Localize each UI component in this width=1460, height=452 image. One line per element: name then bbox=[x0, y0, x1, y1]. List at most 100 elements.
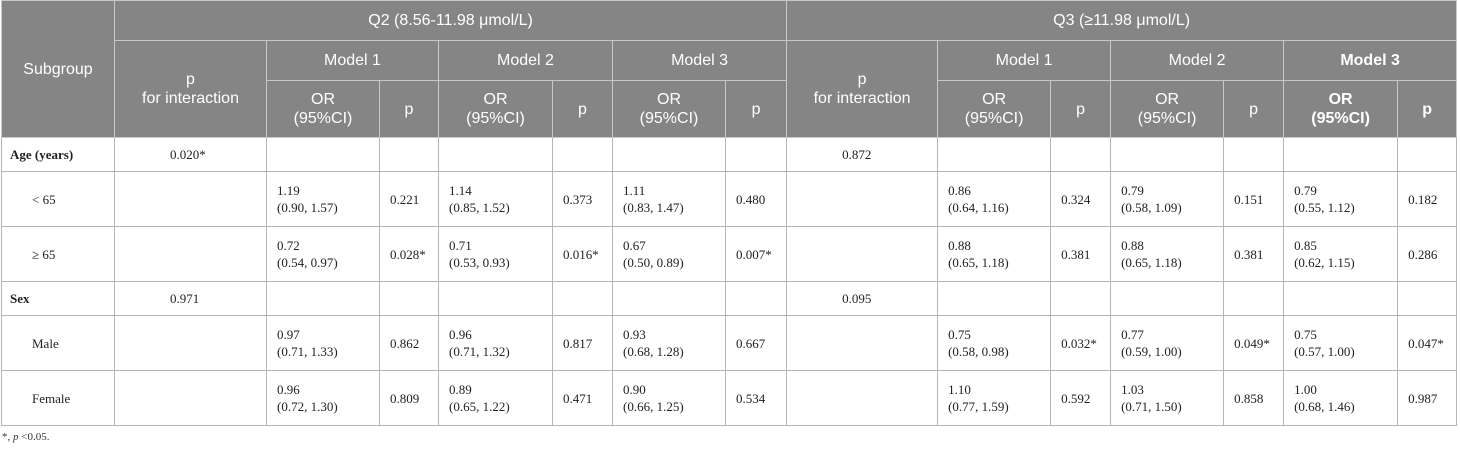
model-header: Model 3 bbox=[611, 40, 788, 81]
header-line: (95%CI) bbox=[1311, 110, 1370, 127]
ci-value: (0.62, 1.15) bbox=[1294, 255, 1355, 270]
p-value: 0.809 bbox=[379, 370, 439, 426]
empty-cell bbox=[1223, 281, 1285, 316]
or-cell: 0.96 (0.72, 1.30) bbox=[266, 370, 380, 426]
header-line: OR bbox=[657, 91, 681, 108]
or-cell: 0.72 (0.54, 0.97) bbox=[266, 226, 380, 282]
empty-cell bbox=[1050, 137, 1112, 172]
p-value: 0.862 bbox=[379, 315, 439, 371]
p-value: 0.373 bbox=[552, 171, 613, 227]
empty-cell bbox=[266, 137, 380, 172]
ci-value: (0.66, 1.25) bbox=[623, 399, 684, 414]
or-cell: 0.93 (0.68, 1.28) bbox=[612, 315, 726, 371]
subgroup-header: Subgroup bbox=[1, 0, 115, 138]
p-value: 0.007* bbox=[724, 226, 788, 282]
or-value: 0.77 bbox=[1121, 327, 1144, 342]
header-line: (95%CI) bbox=[466, 110, 525, 127]
empty-cell bbox=[786, 370, 939, 426]
empty-cell bbox=[114, 315, 267, 371]
or-value: 1.11 bbox=[623, 183, 646, 198]
empty-cell bbox=[552, 137, 613, 172]
p-value: 0.381 bbox=[1050, 226, 1112, 282]
empty-cell bbox=[937, 137, 1052, 172]
row-label: Female bbox=[1, 370, 115, 426]
empty-cell bbox=[1223, 137, 1285, 172]
header-line: OR bbox=[1155, 91, 1180, 108]
empty-cell bbox=[1283, 137, 1399, 172]
p-value: 0.471 bbox=[552, 370, 613, 426]
p-header: p bbox=[724, 80, 788, 138]
or-cell: 1.14 (0.85, 1.52) bbox=[438, 171, 553, 227]
table-row: Male 0.97 (0.71, 1.33) 0.862 0.96 (0.71, 1.32… bbox=[1, 315, 1458, 371]
header-line: OR bbox=[483, 91, 508, 108]
group-header: Q2 (8.56-11.98 μmol/L) bbox=[113, 0, 788, 41]
or-value: 1.10 bbox=[948, 382, 971, 397]
p-value: 0.151 bbox=[1223, 171, 1285, 227]
empty-cell bbox=[114, 226, 267, 282]
p-header: p bbox=[1397, 80, 1458, 138]
p-value: 0.324 bbox=[1050, 171, 1112, 227]
or-header: OR (95%CI) bbox=[1283, 80, 1399, 138]
or-value: 1.14 bbox=[449, 183, 472, 198]
empty-cell bbox=[612, 137, 726, 172]
p-value: 0.221 bbox=[379, 171, 439, 227]
header-line: OR bbox=[1328, 91, 1353, 108]
ci-value: (0.85, 1.52) bbox=[449, 200, 510, 215]
p-value: 0.817 bbox=[552, 315, 613, 371]
empty-cell bbox=[937, 281, 1052, 316]
empty-cell bbox=[724, 137, 788, 172]
model-header: Model 2 bbox=[1110, 40, 1285, 81]
ci-value: (0.65, 1.22) bbox=[449, 399, 510, 414]
or-value: 0.88 bbox=[948, 238, 971, 253]
or-header: OR (95%CI) bbox=[438, 80, 553, 138]
or-value: 0.79 bbox=[1121, 183, 1144, 198]
empty-cell bbox=[786, 315, 939, 371]
ci-value: (0.58, 1.09) bbox=[1121, 200, 1182, 215]
empty-cell bbox=[266, 281, 380, 316]
or-header: OR (95%CI) bbox=[937, 80, 1052, 138]
or-cell: 1.11 (0.83, 1.47) bbox=[612, 171, 726, 227]
ci-value: (0.68, 1.46) bbox=[1294, 399, 1355, 414]
ci-value: (0.65, 1.18) bbox=[948, 255, 1009, 270]
or-cell: 0.79 (0.58, 1.09) bbox=[1110, 171, 1225, 227]
ci-value: (0.50, 0.89) bbox=[623, 255, 684, 270]
p-value: 0.286 bbox=[1397, 226, 1458, 282]
p-value: 0.182 bbox=[1397, 171, 1458, 227]
empty-cell bbox=[1050, 281, 1112, 316]
footnote-part: <0.05. bbox=[18, 431, 50, 443]
ci-value: (0.58, 0.98) bbox=[948, 344, 1009, 359]
or-value: 1.00 bbox=[1294, 382, 1317, 397]
empty-cell bbox=[724, 281, 788, 316]
ci-value: (0.90, 1.57) bbox=[277, 200, 338, 215]
header-row: Subgroup Q2 (8.56-11.98 μmol/L) Q3 (≥11.98… bbox=[1, 0, 1458, 138]
ci-value: (0.59, 1.00) bbox=[1121, 344, 1182, 359]
p-value: 0.667 bbox=[724, 315, 788, 371]
row-label: Sex bbox=[1, 281, 115, 316]
ci-value: (0.71, 1.33) bbox=[277, 344, 338, 359]
empty-cell bbox=[114, 171, 267, 227]
p-value: 0.047* bbox=[1397, 315, 1458, 371]
group-header: Q3 (≥11.98 μmol/L) bbox=[786, 0, 1458, 41]
or-cell: 0.96 (0.71, 1.32) bbox=[438, 315, 553, 371]
or-value: 0.79 bbox=[1294, 183, 1317, 198]
model-header: Model 1 bbox=[266, 40, 439, 81]
empty-cell bbox=[786, 171, 939, 227]
table-header: Subgroup Q2 (8.56-11.98 μmol/L) Q3 (≥11.98… bbox=[1, 0, 1458, 138]
p-interaction: 0.020* bbox=[114, 137, 267, 172]
or-cell: 0.89 (0.65, 1.22) bbox=[438, 370, 553, 426]
header-line: p bbox=[186, 71, 195, 88]
footnote: *, p <0.05. bbox=[2, 431, 1460, 443]
ci-value: (0.72, 1.30) bbox=[277, 399, 338, 414]
model-header: Model 1 bbox=[937, 40, 1112, 81]
ci-value: (0.64, 1.16) bbox=[948, 200, 1009, 215]
p-header: p bbox=[1050, 80, 1112, 138]
ci-value: (0.55, 1.12) bbox=[1294, 200, 1355, 215]
p-value: 0.049* bbox=[1223, 315, 1285, 371]
or-value: 0.85 bbox=[1294, 238, 1317, 253]
row-label: Age (years) bbox=[1, 137, 115, 172]
or-value: 0.72 bbox=[277, 238, 300, 253]
ci-value: (0.68, 1.28) bbox=[623, 344, 684, 359]
or-value: 0.89 bbox=[449, 382, 472, 397]
or-cell: 0.75 (0.58, 0.98) bbox=[937, 315, 1052, 371]
